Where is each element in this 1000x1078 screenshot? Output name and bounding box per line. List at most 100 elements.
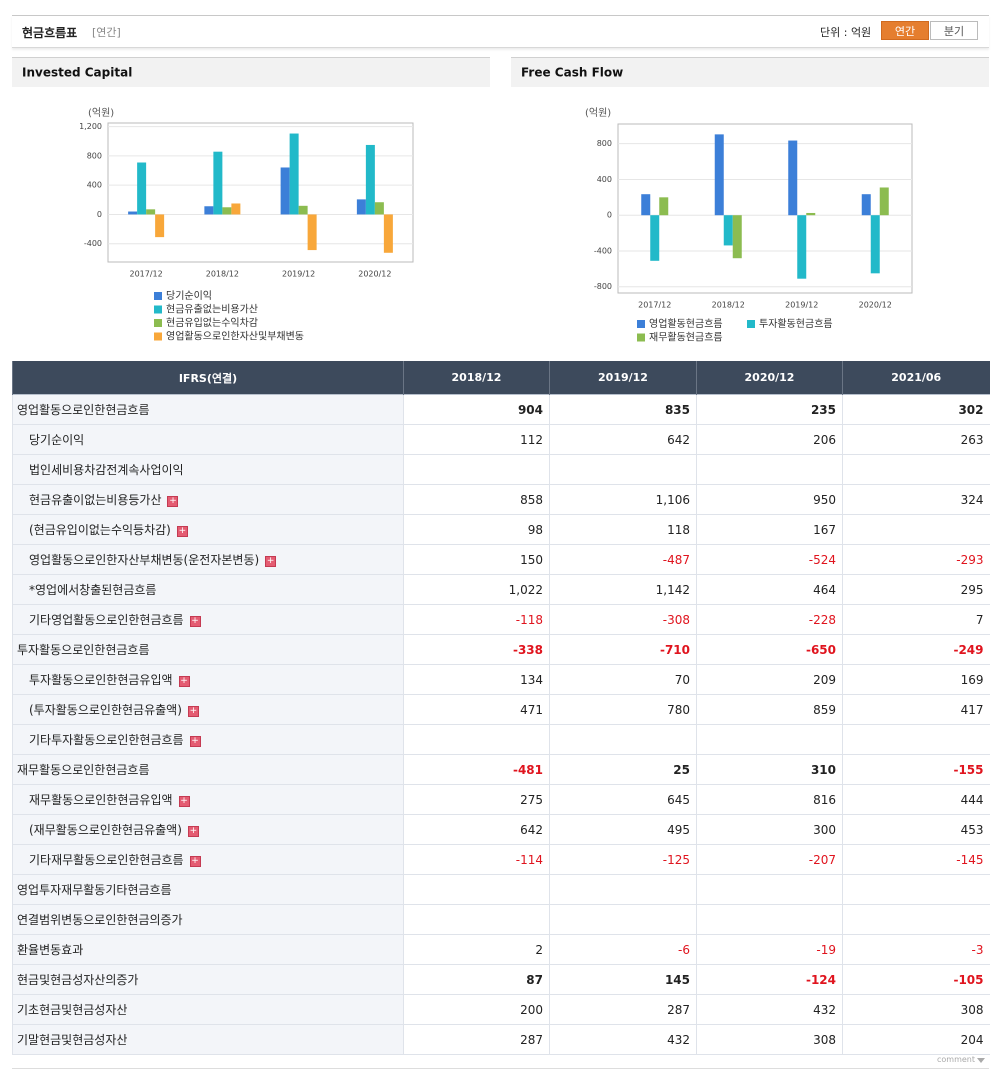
- legend-label: 투자활동현금흐름: [759, 317, 833, 330]
- row-label-cell: (재무활동으로인한현금유출액) +: [12, 814, 404, 845]
- page-title: 현금흐름표: [22, 26, 78, 40]
- value-cell: 112: [403, 424, 550, 455]
- bar: [806, 212, 816, 216]
- period-tab[interactable]: 분기: [930, 21, 978, 40]
- row-label-cell: 연결범위변동으로인한현금의증가: [12, 904, 404, 935]
- row-label: 연결범위변동으로인한현금의증가: [17, 913, 183, 927]
- value-cell: 118: [549, 514, 697, 545]
- legend-swatch: [154, 319, 162, 327]
- y-tick-label: -400: [84, 239, 102, 248]
- row-label-cell: 영업활동으로인한현금흐름: [12, 394, 404, 425]
- row-label-cell: 기초현금및현금성자산: [12, 994, 404, 1025]
- table-row: 투자활동으로인한현금흐름 -338 -710 -650 -249: [12, 634, 990, 665]
- row-label-cell: (투자활동으로인한현금유출액) +: [12, 694, 404, 725]
- expand-button[interactable]: +: [178, 676, 190, 687]
- chart-title: Free Cash Flow: [521, 66, 623, 80]
- bar: [383, 214, 393, 253]
- value-cell: -524: [696, 544, 843, 575]
- table-row: (투자활동으로인한현금유출액) +471 780 859 417: [12, 694, 990, 725]
- y-tick-label: 400: [597, 175, 612, 184]
- value-cell: -487: [549, 544, 697, 575]
- y-tick-label: 800: [87, 151, 102, 160]
- value-cell: 308: [842, 994, 990, 1025]
- row-label-cell: 영업투자재무활동기타현금흐름: [12, 874, 404, 905]
- expand-button[interactable]: +: [187, 826, 199, 837]
- legend-label: 당기순이익: [166, 290, 212, 302]
- value-cell: [549, 904, 697, 935]
- row-label-cell: 현금및현금성자산의증가: [12, 964, 404, 995]
- row-label-cell: 현금유출이없는비용등가산 +: [12, 484, 404, 515]
- value-cell: 134: [403, 664, 550, 695]
- value-cell: -481: [403, 754, 550, 785]
- value-cell: 7: [842, 604, 990, 635]
- column-header: 2020/12: [696, 361, 843, 395]
- unit-label: (억원): [88, 107, 114, 119]
- value-cell: 417: [842, 694, 990, 725]
- bar: [641, 194, 651, 216]
- chart-title-bar: [511, 57, 989, 87]
- value-cell: 432: [696, 994, 843, 1025]
- legend-swatch: [154, 305, 162, 314]
- value-cell: 1,106: [549, 484, 697, 515]
- value-cell: 471: [403, 694, 550, 725]
- column-header: 2021/06: [842, 361, 990, 395]
- expand-button[interactable]: +: [187, 706, 199, 717]
- expand-button[interactable]: +: [167, 496, 179, 507]
- bar: [231, 203, 241, 215]
- x-tick-label: 2017/12: [638, 301, 671, 310]
- table-row: 기초현금및현금성자산 200 287 432 308: [12, 994, 990, 1025]
- y-tick-label: -400: [594, 246, 612, 255]
- row-label-cell: 기타투자활동으로인한현금흐름 +: [12, 724, 404, 755]
- value-cell: 495: [549, 814, 697, 845]
- bar: [797, 215, 807, 279]
- table-row: 기타투자활동으로인한현금흐름 +: [12, 724, 990, 755]
- table-row: (현금유입이없는수익등차감) +98 118 167: [12, 514, 990, 545]
- bar: [222, 207, 232, 215]
- expand-button[interactable]: +: [265, 556, 277, 567]
- value-cell: 324: [842, 484, 990, 515]
- expand-button[interactable]: +: [189, 856, 201, 867]
- row-label-cell: (현금유입이없는수익등차감) +: [12, 514, 404, 545]
- value-cell: -338: [403, 634, 550, 665]
- comment-toggle[interactable]: comment: [936, 1055, 975, 1064]
- period-tab[interactable]: 연간: [881, 21, 929, 40]
- value-cell: -114: [403, 844, 550, 875]
- bar: [861, 194, 871, 216]
- row-label-cell: *영업에서창출된현금흐름: [12, 574, 404, 605]
- page-subtitle: [연간]: [92, 26, 121, 39]
- row-label: 기초현금및현금성자산: [17, 1003, 128, 1017]
- row-label-cell: 기타재무활동으로인한현금흐름 +: [12, 844, 404, 875]
- bar: [298, 205, 308, 215]
- legend-swatch: [637, 333, 645, 342]
- table-row: 영업활동으로인한자산부채변동(운전자본변동) +150 -487 -524 -293: [12, 544, 990, 575]
- column-header: IFRS(연결): [12, 361, 404, 395]
- value-cell: [842, 904, 990, 935]
- value-cell: 145: [549, 964, 697, 995]
- x-tick-label: 2019/12: [282, 270, 315, 279]
- expand-button[interactable]: +: [176, 526, 188, 537]
- bar: [870, 215, 880, 274]
- table-row: 연결범위변동으로인한현금의증가: [12, 904, 990, 935]
- value-cell: 25: [549, 754, 697, 785]
- x-tick-label: 2018/12: [206, 270, 239, 279]
- value-cell: -6: [549, 934, 697, 965]
- row-label-cell: 영업활동으로인한자산부채변동(운전자본변동) +: [12, 544, 404, 575]
- value-cell: [549, 454, 697, 485]
- expand-button[interactable]: +: [189, 736, 201, 747]
- row-label-cell: 환율변동효과: [12, 934, 404, 965]
- value-cell: 1,142: [549, 574, 697, 605]
- table-row: (재무활동으로인한현금유출액) +642 495 300 453: [12, 814, 990, 845]
- bar: [289, 133, 299, 215]
- cashflow-table: IFRS(연결) 2018/12 2019/12 2020/12 2021/06 영업활…: [12, 361, 990, 1055]
- value-cell: 87: [403, 964, 550, 995]
- value-cell: 1,022: [403, 574, 550, 605]
- expand-button[interactable]: +: [189, 616, 201, 627]
- header-bar: 현금흐름표 [연간] 단위 : 억원 연간 분기: [12, 15, 989, 48]
- value-cell: 287: [549, 994, 697, 1025]
- table-row: 현금및현금성자산의증가 87 145 -124 -105: [12, 964, 990, 995]
- value-cell: [842, 514, 990, 545]
- row-label: 재무활동으로인한현금흐름: [17, 763, 150, 777]
- value-cell: -118: [403, 604, 550, 635]
- expand-button[interactable]: +: [178, 796, 190, 807]
- legend-label: 재무활동현금흐름: [649, 331, 723, 344]
